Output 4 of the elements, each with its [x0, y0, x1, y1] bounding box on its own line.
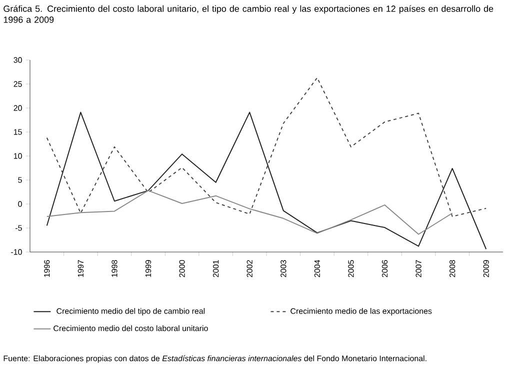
chart-title: Gráfica 5. Crecimiento del costo laboral unitario, el tipo de cambio real y las exportaciones en 12 países en desarrollo de 1996 a 2009 — [4, 5, 494, 23]
line-series — [46, 112, 487, 250]
line-series — [46, 190, 453, 235]
line-series — [46, 77, 487, 217]
